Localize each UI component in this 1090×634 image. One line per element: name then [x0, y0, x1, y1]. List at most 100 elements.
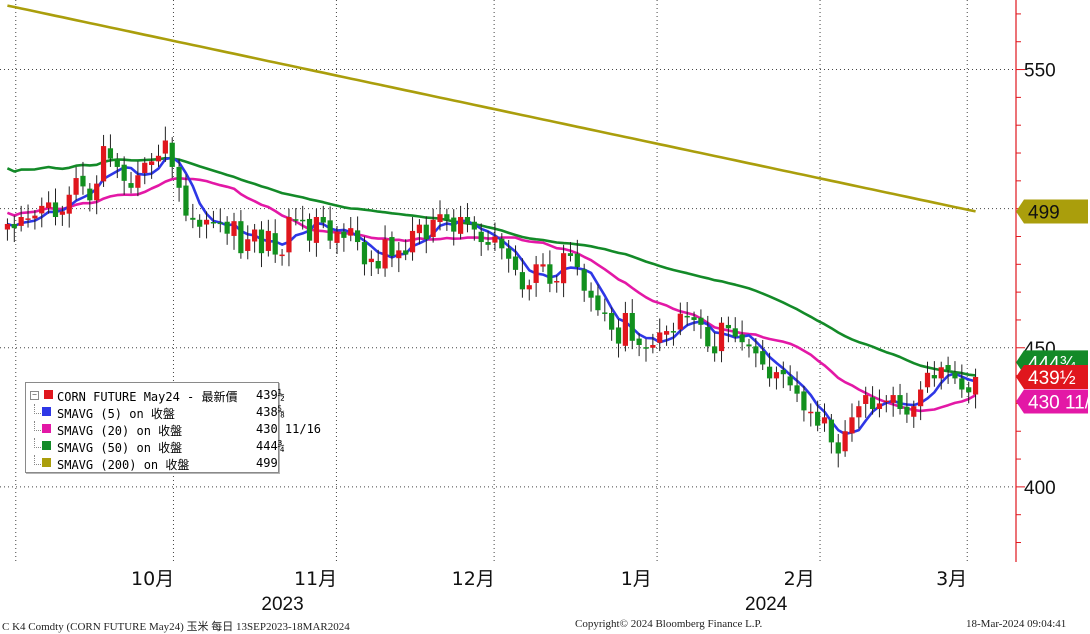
candle-body	[629, 312, 635, 341]
candle-body	[863, 395, 869, 404]
candle-body	[190, 217, 196, 220]
candle-body	[149, 161, 155, 165]
candle-body	[389, 237, 395, 256]
candle-body	[245, 239, 251, 251]
candle-body	[162, 140, 168, 154]
price-label-400: 400	[1024, 478, 1056, 499]
candle-body	[272, 233, 278, 255]
candle-body	[121, 164, 127, 181]
candle-body	[766, 366, 773, 379]
candle-body	[842, 431, 848, 452]
candle-body	[100, 146, 107, 182]
chart-legend: − CORN FUTURE May24 - 最新價 439½ SMAVG (5)…	[25, 382, 321, 473]
candle-body	[348, 228, 354, 236]
candle-body	[39, 205, 45, 214]
candle-body	[403, 250, 409, 255]
legend-swatch-sma5	[42, 407, 51, 416]
tree-connector-icon	[34, 438, 41, 448]
legend-row-sma50[interactable]: SMAVG (50) on 收盤 444¾	[30, 438, 285, 455]
candle-body	[114, 158, 120, 167]
candle-body	[176, 166, 182, 188]
candle-body	[457, 217, 464, 234]
candle-body	[252, 229, 258, 242]
legend-row-sma5[interactable]: SMAVG (5) on 收盤 438⅝	[30, 404, 285, 421]
legend-row-sma20[interactable]: SMAVG (20) on 收盤 430 11/16	[30, 421, 321, 438]
tree-connector-icon	[34, 404, 41, 414]
legend-label-price: CORN FUTURE May24 - 最新價	[57, 390, 238, 404]
candle-body	[306, 218, 313, 241]
candle-body	[18, 217, 24, 226]
candle-body	[258, 229, 265, 254]
candle-body	[485, 242, 491, 245]
candle-body	[869, 397, 876, 409]
candle-body	[815, 411, 821, 426]
candle-body	[787, 376, 793, 386]
legend-row-price[interactable]: − CORN FUTURE May24 - 最新價 439½	[30, 387, 285, 404]
candle-body	[444, 214, 450, 220]
candle-body	[828, 419, 834, 443]
candle-body	[718, 322, 725, 352]
legend-label-sma20: SMAVG (20) on 收盤	[57, 424, 183, 438]
candle-body	[574, 253, 580, 268]
sma5-line	[7, 156, 976, 436]
candle-body	[224, 221, 230, 234]
candle-body	[375, 260, 381, 269]
candle-body	[59, 211, 65, 215]
candle-body	[760, 351, 766, 365]
tag-sma200-bg	[1016, 199, 1088, 224]
candle-body	[746, 344, 752, 347]
candle-body	[904, 406, 910, 415]
candle-body	[657, 332, 663, 343]
candle-body	[423, 224, 429, 240]
candle-body	[801, 391, 807, 411]
candle-body	[567, 253, 574, 256]
candle-body	[945, 365, 951, 371]
candle-body	[677, 313, 683, 330]
legend-value-sma200: 499	[256, 456, 278, 470]
legend-row-sma200[interactable]: SMAVG (200) on 收盤 499	[30, 455, 278, 472]
candle-body	[231, 221, 237, 236]
candle-body	[739, 334, 745, 343]
candle-body	[169, 142, 175, 167]
candle-body	[25, 218, 31, 220]
candle-body	[506, 248, 512, 259]
candle-body	[155, 155, 162, 162]
month-label: 2月	[784, 568, 815, 590]
sma200-line	[7, 4, 976, 213]
candle-body	[265, 230, 271, 251]
candle-body	[73, 178, 79, 195]
candlesticks	[4, 126, 979, 468]
candle-body	[320, 217, 326, 223]
candle-body	[135, 175, 141, 188]
legend-value-sma20: 430 11/16	[256, 422, 322, 436]
candle-body	[512, 256, 519, 270]
legend-label-sma5: SMAVG (5) on 收盤	[57, 407, 175, 421]
candle-body	[705, 327, 711, 347]
candle-body	[835, 442, 841, 454]
tree-connector-icon	[34, 455, 41, 465]
candle-body	[581, 269, 587, 291]
chart-grid	[0, 0, 1016, 562]
candle-body	[876, 403, 883, 409]
candle-body	[32, 215, 38, 219]
collapse-icon[interactable]: −	[30, 391, 39, 400]
tag-sma20-bg	[1016, 389, 1088, 414]
candle-body	[780, 369, 786, 375]
tree-connector-icon	[34, 421, 41, 431]
price-label-550: 550	[1024, 61, 1056, 82]
candle-body	[643, 347, 649, 349]
candle-body	[437, 214, 443, 223]
candle-body	[313, 217, 320, 243]
sma-lines	[6, 4, 977, 436]
candle-body	[203, 219, 210, 225]
candle-body	[856, 406, 862, 418]
month-label: 11月	[294, 568, 337, 590]
candle-body	[94, 183, 100, 201]
candle-body	[554, 281, 560, 283]
tag-price-bg	[1016, 364, 1088, 389]
candle-body	[918, 389, 924, 407]
month-label: 12月	[452, 568, 495, 590]
candle-body	[911, 406, 917, 417]
